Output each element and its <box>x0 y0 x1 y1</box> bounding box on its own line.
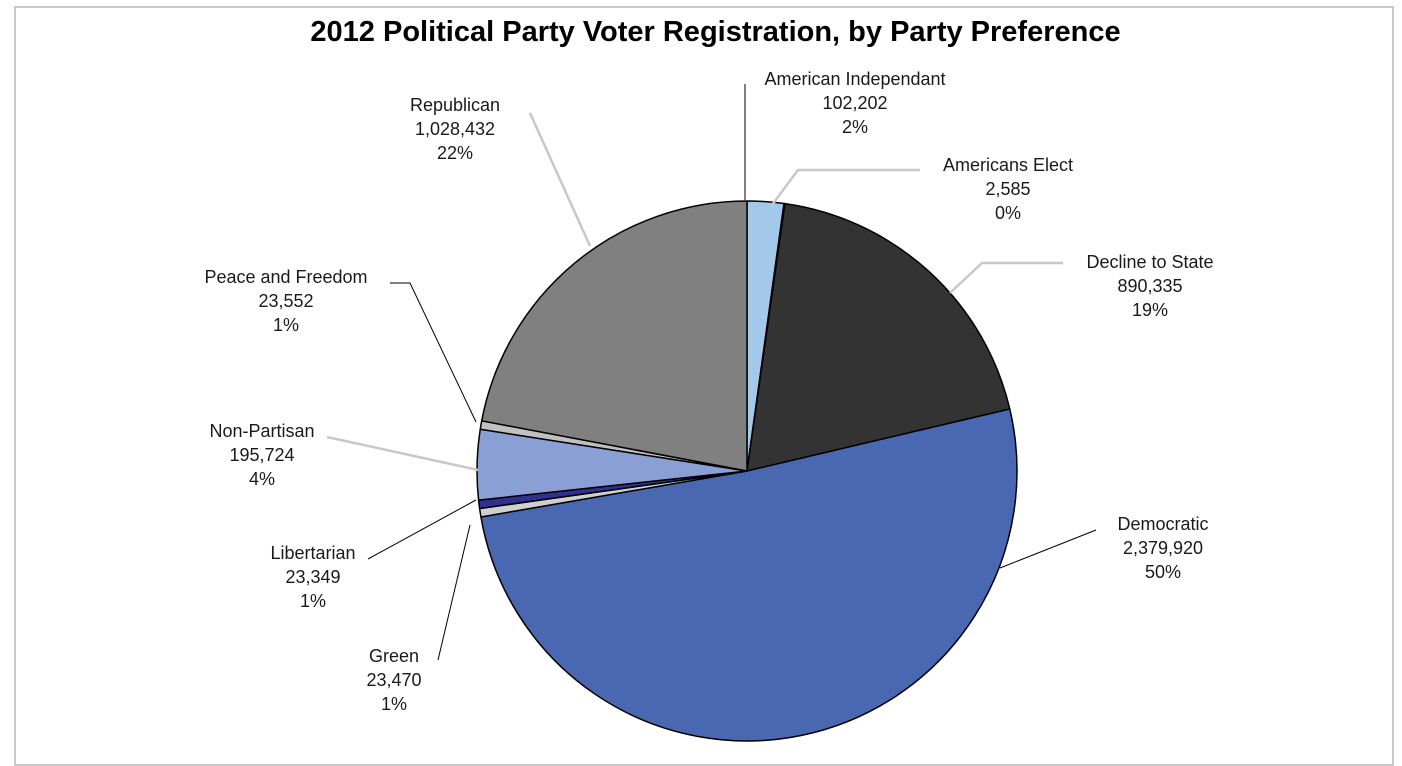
leader-line-peace-and-freedom <box>390 282 477 423</box>
data-label-republican: Republican 1,028,432 22% <box>410 95 500 163</box>
pie-slice-decline-to-state <box>746 202 1011 472</box>
data-label-non-partisan: Non-Partisan 195,724 4% <box>209 421 314 489</box>
data-label-americans-elect: Americans Elect 2,585 0% <box>943 155 1073 223</box>
label-value: 195,724 <box>229 445 294 465</box>
label-value: 2,585 <box>985 179 1030 199</box>
label-percent: 22% <box>437 143 473 163</box>
label-percent: 50% <box>1145 562 1181 582</box>
leader-line-green <box>437 524 471 661</box>
data-label-decline-to-state: Decline to State 890,335 19% <box>1086 252 1213 320</box>
data-label-green: Green 23,470 1% <box>366 646 421 714</box>
label-name: Green <box>369 646 419 666</box>
label-percent: 2% <box>842 117 868 137</box>
label-name: Americans Elect <box>943 155 1073 175</box>
pie-slice-republican <box>480 200 748 472</box>
label-percent: 1% <box>273 315 299 335</box>
label-value: 23,470 <box>366 670 421 690</box>
label-name: Libertarian <box>270 543 355 563</box>
label-name: Decline to State <box>1086 252 1213 272</box>
label-name: Republican <box>410 95 500 115</box>
leader-line-democratic <box>999 529 1097 569</box>
label-percent: 0% <box>995 203 1021 223</box>
leader-line-americans-elect <box>770 168 920 206</box>
leader-line-libertarian <box>367 499 477 560</box>
data-label-libertarian: Libertarian 23,349 1% <box>270 543 355 611</box>
label-value: 23,349 <box>285 567 340 587</box>
label-percent: 4% <box>249 469 275 489</box>
data-label-peace-and-freedom: Peace and Freedom 23,552 1% <box>204 267 367 335</box>
chart-title: 2012 Political Party Voter Registration,… <box>310 16 1121 48</box>
label-value: 2,379,920 <box>1123 538 1203 558</box>
label-name: Peace and Freedom <box>204 267 367 287</box>
label-value: 890,335 <box>1117 276 1182 296</box>
label-value: 1,028,432 <box>415 119 495 139</box>
label-percent: 19% <box>1132 300 1168 320</box>
data-label-american-independant: American Independant 102,202 2% <box>764 69 945 137</box>
label-name: Democratic <box>1117 514 1208 534</box>
leader-line-decline-to-state <box>949 261 1063 294</box>
label-percent: 1% <box>381 694 407 714</box>
label-name: Non-Partisan <box>209 421 314 441</box>
label-value: 102,202 <box>822 93 887 113</box>
pie-slice-democratic <box>480 408 1018 742</box>
leader-line-republican <box>528 112 592 247</box>
label-name: American Independant <box>764 69 945 89</box>
label-percent: 1% <box>300 591 326 611</box>
label-value: 23,552 <box>258 291 313 311</box>
leader-line-non-partisan <box>326 435 479 472</box>
data-label-democratic: Democratic 2,379,920 50% <box>1117 514 1208 582</box>
